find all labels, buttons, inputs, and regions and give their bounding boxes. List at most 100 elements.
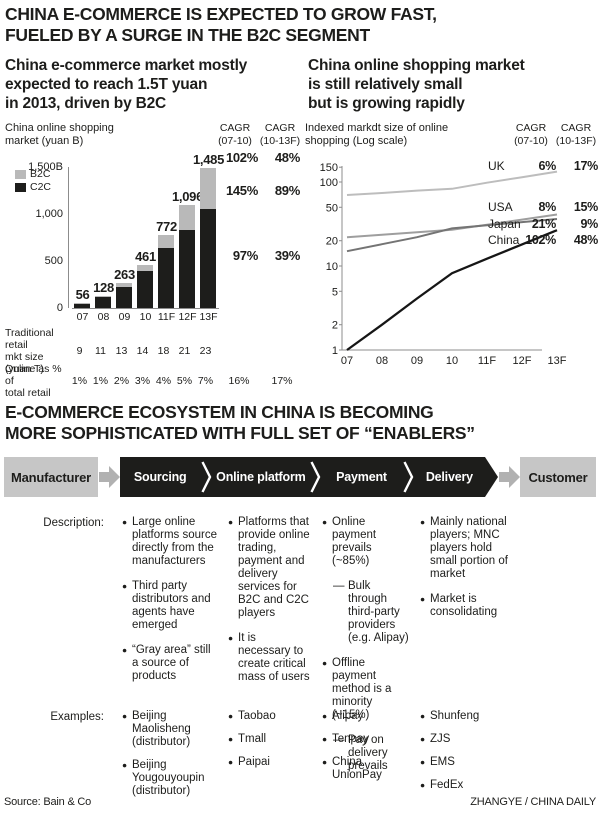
bullet-icon: ● (228, 757, 234, 767)
traditional-retail-row: Traditional retail mkt size (yuan T) 9 11… (5, 327, 302, 375)
cagr-label: CAGR (560, 122, 592, 134)
left-axis-note: China online shopping market (yuan B) (5, 122, 114, 148)
right-axis-note: Indexed markdt size of online shopping (… (305, 122, 448, 148)
bullet-icon: ● (228, 517, 234, 527)
bar-10: 461 (135, 167, 156, 308)
cagr-range: (07-10) (514, 134, 548, 147)
dash-icon: — (333, 734, 345, 746)
table-cell (262, 345, 302, 357)
y-tick-label: 50 (326, 202, 338, 214)
bullet-text: China UnionPay (332, 756, 382, 781)
bullet-text: Offline payment method is a minority (~1… (332, 657, 392, 721)
bullet-text: Platforms that provide online trading, p… (238, 516, 310, 619)
y-tick-label: 100 (320, 177, 338, 189)
cagr-07-10-value: 102% (225, 150, 258, 165)
legend-label-c2c: C2C (30, 181, 52, 193)
example-bullet: ● China UnionPay (322, 756, 409, 782)
example-bullet: ● Tenpay (322, 733, 409, 746)
customer-box: Customer (520, 457, 596, 497)
chevron-glyph (310, 461, 321, 493)
cagr-10-13f-value: 9% (580, 217, 599, 231)
line-chart: 150 100 50 20 10 5 2 1 07 08 09 10 11F 12F 13F UK 6% 17%… (305, 150, 599, 400)
bullet-text: Beijing Maolisheng (distributor) (132, 710, 191, 748)
table-cell: 5% (176, 375, 193, 387)
row-label-line: mkt size (yuan T) (5, 351, 44, 375)
bullet-icon: ● (228, 734, 234, 744)
legend-item-c2c: C2C (15, 181, 51, 194)
bullet-text: It is necessary to create critical mass … (238, 632, 310, 683)
description-bullet: ● “Gray area” still a source of products (122, 644, 217, 683)
stage-delivery: Delivery (413, 457, 485, 497)
right-cagr-col-1: CAGR (07-10) (508, 122, 554, 147)
example-bullet: ● EMS (420, 756, 519, 769)
x-tick-label: 13F (548, 355, 567, 367)
ecosystem-section: E-COMMERCE ECOSYSTEM IN CHINA IS BECOMIN… (0, 400, 600, 819)
table-cell: 2% (113, 375, 130, 387)
bullet-icon: ● (322, 658, 328, 668)
examples-label: Examples: (50, 711, 104, 723)
ecosystem-heading-line-2: MORE SOPHISTICATED WITH FULL SET OF “ENA… (5, 423, 475, 443)
y-tick-label: 1,000 (35, 208, 63, 220)
series-name: USA (488, 200, 513, 214)
table-cell: 17% (271, 375, 293, 387)
chevron-divider-icon (309, 457, 322, 497)
x-tick-label: 08 (97, 311, 110, 323)
description-online-platform: ● Platforms that provide online trading, … (223, 516, 317, 785)
cagr-07-10-value: 6% (538, 159, 557, 173)
examples-payment: ● Alipay ● Tenpay ● China UnionPay (317, 710, 415, 808)
bar-value-label: 1,485 (192, 152, 225, 168)
right-chart-title: China online shopping market is still re… (308, 56, 525, 113)
chevron-divider-icon (200, 457, 213, 497)
x-tick-label: 07 (341, 355, 353, 367)
x-tick-label: 11F (478, 355, 496, 367)
bar-segment-b2c (158, 235, 174, 248)
chevron-glyph (201, 461, 212, 493)
row-label-line: Traditional retail (5, 327, 54, 351)
stage-ribbon: Sourcing Online platform Payment Delivery (120, 457, 498, 497)
example-bullet: ● ZJS (420, 733, 519, 746)
row-label-line: Online as % of (5, 363, 62, 387)
bullet-text: Paipai (238, 756, 270, 768)
x-tick-label: 09 (118, 311, 131, 323)
table-cell: 4% (155, 375, 172, 387)
bar-08: 128 (93, 167, 114, 308)
arrow-glyph (98, 466, 120, 488)
y-tick-label: 1,500B (28, 161, 63, 173)
cagr-07-10-value: 97% (232, 248, 258, 263)
bar-segment-c2c (95, 296, 111, 308)
online-percent-label: Online as % of total retail (5, 363, 69, 399)
table-cell: 16% (228, 375, 250, 387)
table-cell: 18 (157, 345, 170, 357)
bullet-text: Beijing Yougouyoupin (distributor) (132, 759, 205, 797)
bar-13F: 1,485 (193, 152, 224, 308)
description-row: Description: ● Large online platforms sou… (0, 516, 600, 785)
bar-segment-c2c (179, 230, 195, 308)
chevron-divider-icon (401, 457, 414, 497)
bar-segment-c2c (137, 271, 153, 308)
x-tick-label: 08 (376, 355, 388, 367)
bullet-icon: ● (122, 581, 128, 591)
example-bullet: ● Taobao (228, 710, 311, 723)
bar-segment-b2c (95, 295, 111, 297)
x-tick-label: 11F (157, 311, 176, 323)
series-line-china (346, 229, 558, 351)
bullet-text: Bulk through third-party providers (e.g.… (348, 580, 409, 644)
bullet-text: Large online platforms source directly f… (132, 516, 218, 567)
table-cell: 7% (197, 375, 214, 387)
traditional-retail-label: Traditional retail mkt size (yuan T) (5, 327, 69, 375)
dash-icon: — (333, 580, 345, 592)
table-cell: 11 (95, 345, 106, 357)
bullet-icon: ● (228, 633, 234, 643)
bar-value-label: 263 (114, 267, 135, 283)
bar-12F: 1,096 (172, 167, 203, 308)
series-label-row-usa: USA 8% 15% (488, 200, 598, 214)
online-percent-values: 1% 1% 2% 3% 4% 5% 7% 16% 17% (69, 375, 302, 387)
description-bullet: ● Platforms that provide online trading, … (228, 516, 311, 620)
cagr-values-b2c: 145% 89% (212, 183, 300, 198)
bullet-icon: ● (122, 645, 128, 655)
bullet-text: EMS (430, 756, 455, 768)
left-axis-note-line-2: market (yuan B) (5, 135, 84, 147)
right-title-line-1: China online shopping market (308, 57, 525, 74)
bullet-text: “Gray area” still a source of products (132, 644, 211, 682)
c2c-swatch (15, 183, 26, 192)
